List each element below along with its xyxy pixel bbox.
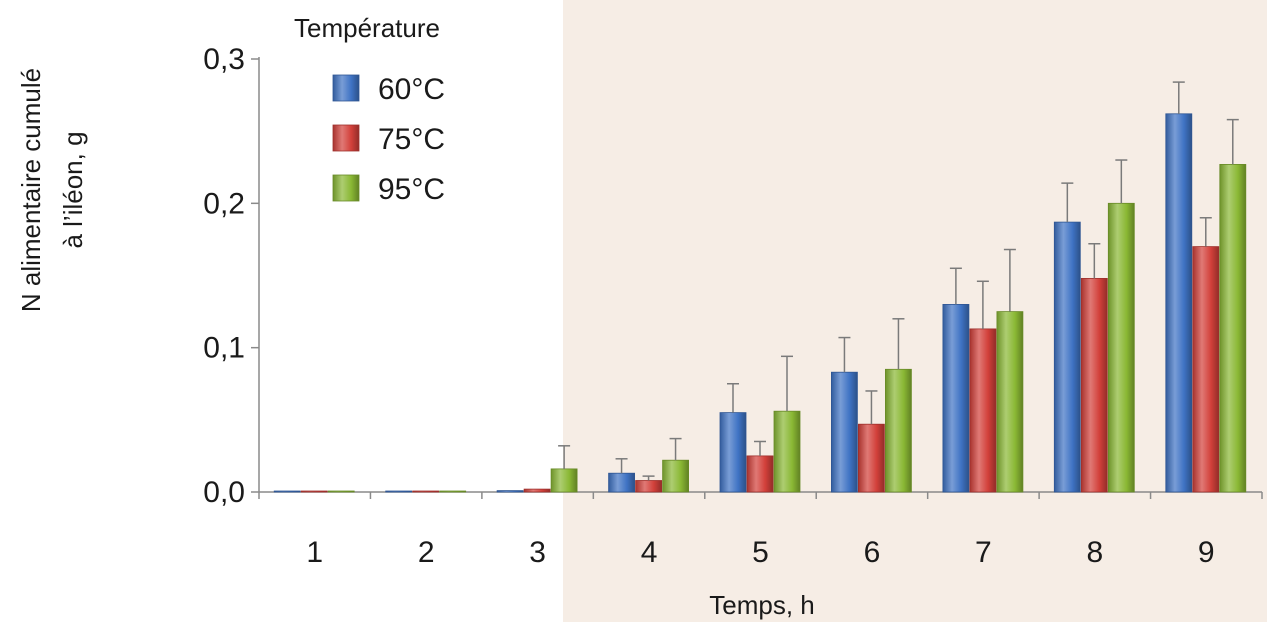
- bar: [1107, 202, 1135, 493]
- y-tick-label: 0,2: [203, 187, 245, 220]
- y-tick-label: 0,1: [203, 332, 245, 365]
- bar: [662, 459, 689, 493]
- x-axis-title: Temps, h: [709, 590, 815, 620]
- legend-swatch: [332, 124, 360, 152]
- bar: [1080, 277, 1108, 493]
- bar: [385, 490, 413, 493]
- bar: [327, 490, 355, 493]
- bar: [1219, 163, 1247, 493]
- bar: [550, 468, 578, 493]
- shaded-region: [563, 0, 1267, 622]
- x-tick-label: 1: [306, 536, 323, 569]
- bar: [858, 423, 885, 493]
- legend: Température 60°C 75°C 95°C: [294, 13, 445, 206]
- x-tick-label: 6: [864, 536, 881, 569]
- tick-labels: 0,0 0,1 0,2 0,3 1 2 3 4 5 6 7 8 9: [203, 43, 1214, 569]
- x-tick-label: 5: [752, 536, 769, 569]
- bar: [996, 311, 1024, 493]
- bar: [412, 490, 440, 493]
- x-tick-label: 7: [975, 536, 992, 569]
- bar: [1165, 113, 1193, 493]
- legend-title: Température: [294, 13, 440, 43]
- bar: [1053, 221, 1081, 493]
- x-tick-label: 4: [641, 536, 658, 569]
- bar: [942, 303, 970, 493]
- bar: [969, 328, 997, 493]
- x-tick-label: 2: [418, 536, 435, 569]
- y-tick-label: 0,3: [203, 43, 245, 76]
- y-axis-title-line2: à l’iléon, g: [58, 131, 88, 248]
- bar: [635, 480, 662, 493]
- bar: [300, 490, 328, 493]
- bar: [523, 488, 551, 493]
- y-axis-title-line1: N alimentaire cumulé: [16, 68, 46, 312]
- bar: [719, 412, 747, 493]
- legend-label: 75°C: [378, 123, 445, 156]
- legend-swatch: [332, 74, 360, 102]
- bar: [1192, 246, 1220, 493]
- y-tick-label: 0,0: [203, 476, 245, 509]
- bar: [439, 490, 467, 493]
- error-bars: [558, 81, 1239, 481]
- bar: [746, 455, 774, 493]
- bars: [273, 113, 1247, 493]
- bar: [831, 371, 858, 493]
- bar: [885, 368, 912, 493]
- legend-label: 60°C: [378, 73, 445, 106]
- legend-label: 95°C: [378, 173, 445, 206]
- bar: [608, 472, 635, 493]
- x-tick-label: 8: [1086, 536, 1103, 569]
- bar: [496, 490, 524, 493]
- x-tick-label: 9: [1198, 536, 1215, 569]
- bar: [773, 410, 801, 493]
- x-tick-label: 3: [529, 536, 546, 569]
- legend-swatch: [332, 174, 360, 202]
- bar: [273, 490, 301, 493]
